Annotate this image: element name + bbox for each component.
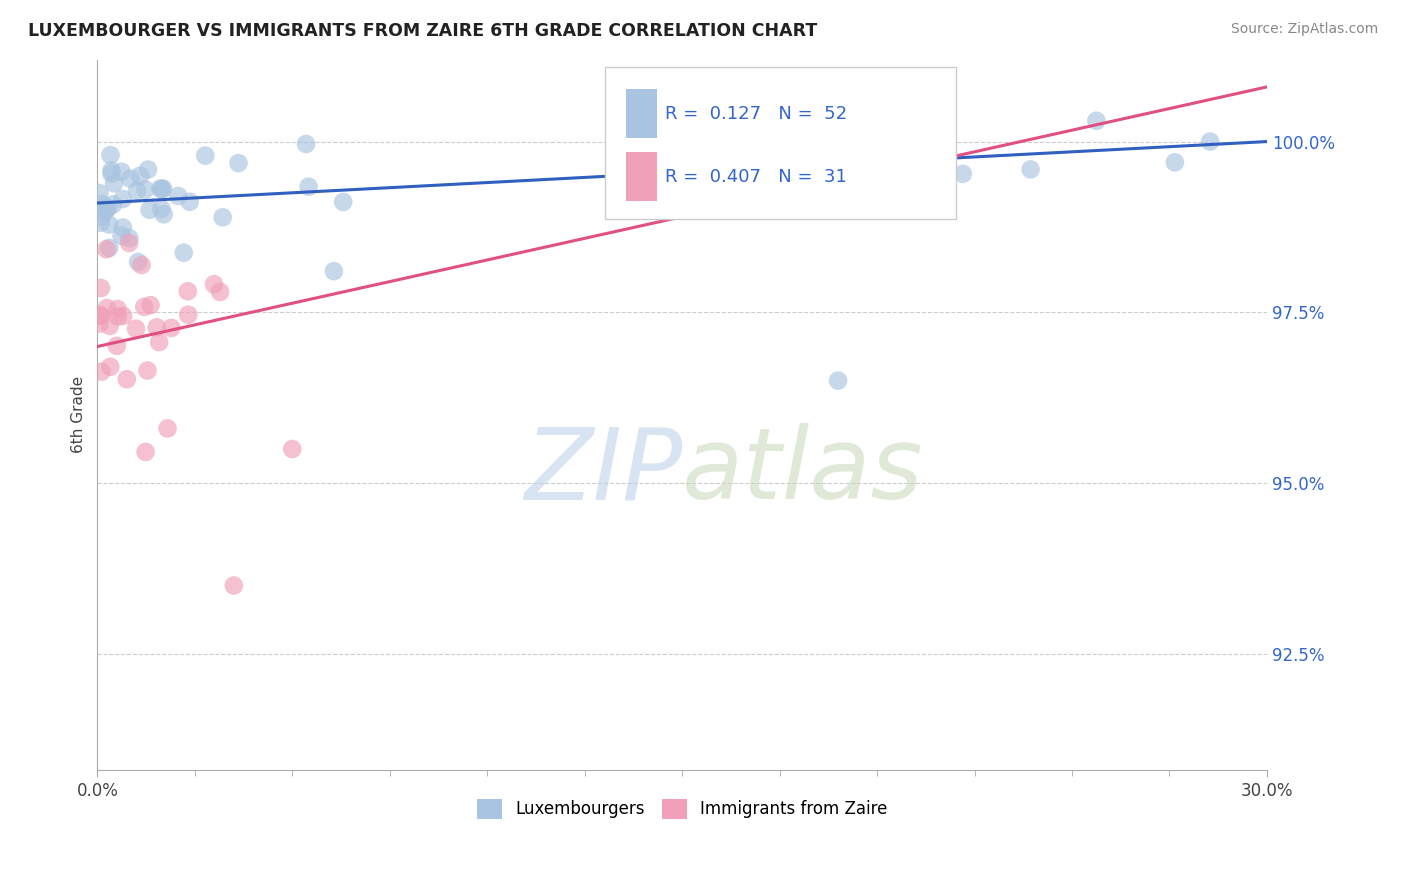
Point <box>156 421 179 435</box>
Point <box>110 165 132 179</box>
Point <box>152 207 174 221</box>
Point <box>100 148 122 162</box>
Point <box>295 136 318 151</box>
Point <box>1164 155 1187 169</box>
Point <box>1199 135 1222 149</box>
Point <box>125 321 148 335</box>
Point <box>97 201 120 215</box>
Point <box>222 578 245 592</box>
Point <box>107 310 129 324</box>
Point <box>98 218 121 232</box>
Y-axis label: 6th Grade: 6th Grade <box>72 376 86 453</box>
Point <box>297 179 319 194</box>
Point <box>90 210 112 224</box>
Point <box>96 202 118 217</box>
Point <box>208 285 231 299</box>
Point <box>136 162 159 177</box>
Point <box>179 194 201 209</box>
Point <box>125 184 148 198</box>
Point <box>107 301 129 316</box>
Point <box>152 181 174 195</box>
Point <box>1019 162 1042 177</box>
Point <box>332 194 354 209</box>
Point <box>127 255 149 269</box>
Point <box>160 321 183 335</box>
Point <box>112 309 135 323</box>
Point <box>194 149 217 163</box>
Point <box>135 445 157 459</box>
Text: LUXEMBOURGER VS IMMIGRANTS FROM ZAIRE 6TH GRADE CORRELATION CHART: LUXEMBOURGER VS IMMIGRANTS FROM ZAIRE 6T… <box>28 22 817 40</box>
Point <box>100 167 122 181</box>
Point <box>148 335 170 350</box>
Text: Source: ZipAtlas.com: Source: ZipAtlas.com <box>1230 22 1378 37</box>
Point <box>150 182 173 196</box>
Point <box>118 231 141 245</box>
Point <box>91 197 114 211</box>
Point <box>827 374 849 388</box>
Point <box>110 228 132 243</box>
Point <box>1085 113 1108 128</box>
Point <box>322 264 344 278</box>
Point <box>90 216 112 230</box>
Point <box>96 242 118 256</box>
Point <box>111 192 134 206</box>
Point <box>952 167 974 181</box>
Point <box>740 145 762 160</box>
Point <box>89 317 111 331</box>
Point <box>149 181 172 195</box>
Point <box>101 197 124 211</box>
Point <box>120 171 142 186</box>
Point <box>96 301 118 315</box>
Point <box>118 235 141 250</box>
Point <box>103 177 125 191</box>
Text: ZIP: ZIP <box>524 423 682 520</box>
Point <box>202 277 225 292</box>
Point <box>131 258 153 272</box>
Text: R =  0.127   N =  52: R = 0.127 N = 52 <box>665 105 848 123</box>
Point <box>98 359 121 374</box>
Point <box>177 284 200 298</box>
Point <box>89 186 111 200</box>
Point <box>936 141 959 155</box>
Legend: Luxembourgers, Immigrants from Zaire: Luxembourgers, Immigrants from Zaire <box>471 792 894 826</box>
Point <box>111 220 134 235</box>
Point <box>177 308 200 322</box>
Point <box>652 120 675 135</box>
Point <box>139 298 162 312</box>
Point <box>90 365 112 379</box>
Point <box>281 442 304 456</box>
Point <box>138 202 160 217</box>
Point <box>115 372 138 386</box>
Point <box>93 205 115 219</box>
Point <box>134 300 156 314</box>
Point <box>814 129 837 144</box>
Point <box>105 339 128 353</box>
Point <box>100 163 122 178</box>
Point <box>145 320 167 334</box>
Point <box>211 211 233 225</box>
Point <box>90 281 112 295</box>
Point <box>134 182 156 196</box>
Point <box>90 309 112 323</box>
Point <box>228 156 250 170</box>
Point <box>173 245 195 260</box>
Point <box>150 202 173 216</box>
Point <box>167 189 190 203</box>
Point <box>89 308 111 322</box>
Point <box>783 184 806 198</box>
Point <box>129 169 152 183</box>
Point <box>98 318 121 333</box>
Point <box>136 363 159 377</box>
Text: atlas: atlas <box>682 423 924 520</box>
Text: R =  0.407   N =  31: R = 0.407 N = 31 <box>665 168 846 186</box>
Point <box>98 241 121 255</box>
